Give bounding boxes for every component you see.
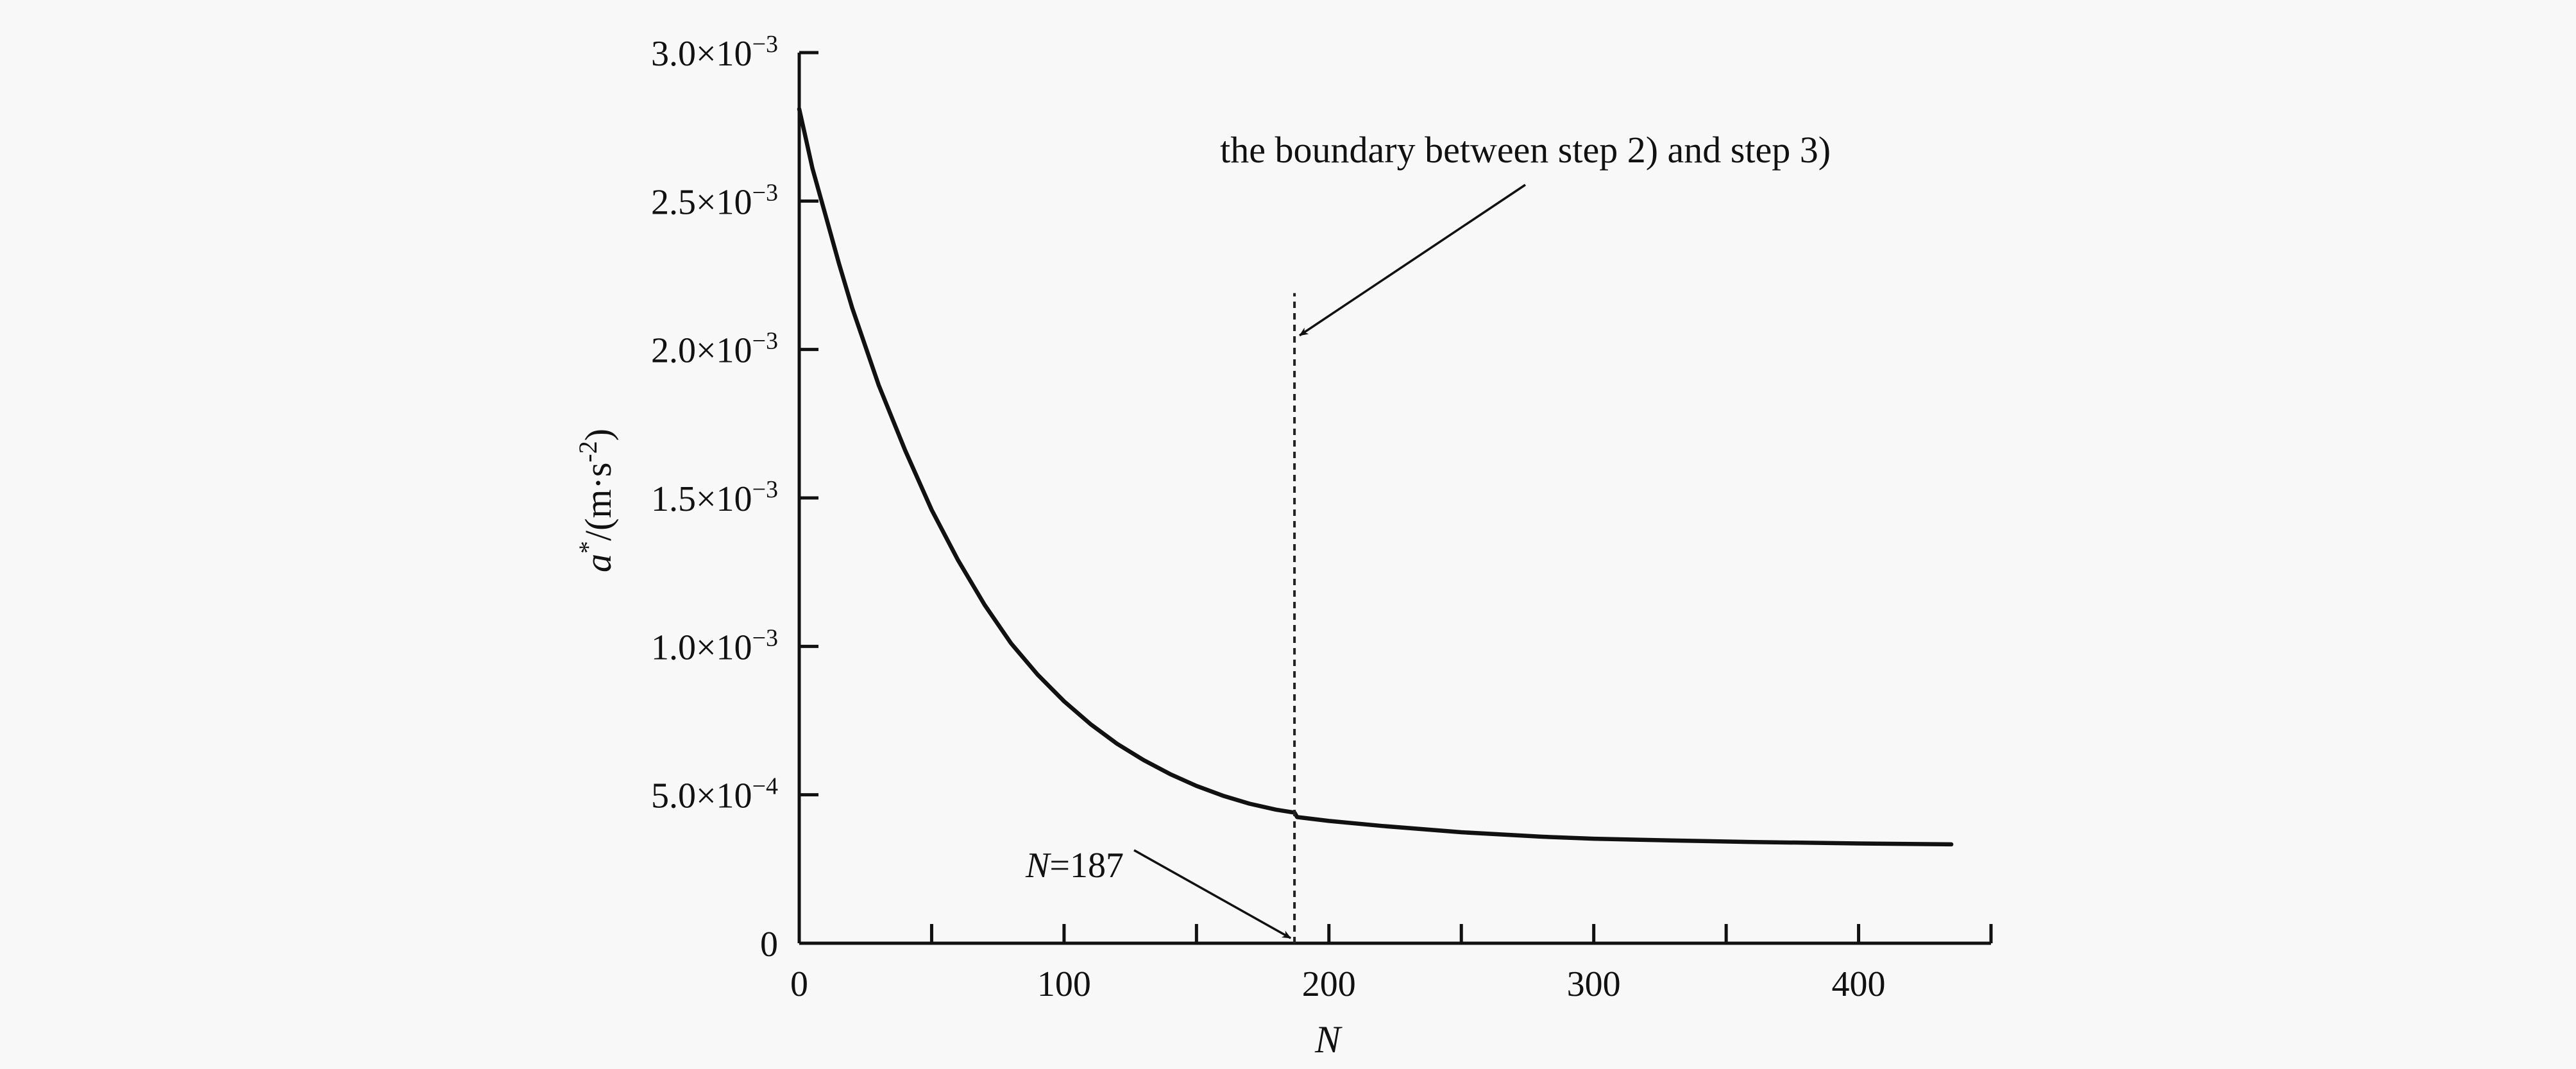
y-tick-label: 3.0×10−3 xyxy=(651,31,778,74)
y-tick-label: 2.5×10−3 xyxy=(651,179,778,222)
x-tick-label: 300 xyxy=(1567,964,1621,1004)
x-tick-label: 0 xyxy=(790,964,808,1004)
y-tick-label: 1.5×10−3 xyxy=(651,476,778,519)
plot-area xyxy=(797,107,1954,943)
boundary-point-arrow xyxy=(1133,849,1291,939)
y-axis-label: a*/(m·s-2) xyxy=(573,429,620,572)
boundary-arrow xyxy=(1299,184,1526,337)
y-tick-label: 5.0×10−4 xyxy=(651,773,778,816)
y-tick-label: 2.0×10−3 xyxy=(651,328,778,371)
y-tick-label: 1.0×10−3 xyxy=(651,624,778,667)
x-tick-label: 200 xyxy=(1302,964,1356,1004)
x-tick-label: 400 xyxy=(1832,964,1886,1004)
labels: 0 100 200 300 400 0 5.0×10−4 1.0×10−3 1.5×10−3 2.… xyxy=(573,31,1886,1061)
series-line xyxy=(797,107,1954,847)
y-tick-label: 0 xyxy=(760,925,778,964)
boundary-point-label: N=187 xyxy=(1025,846,1124,885)
boundary-annotation: the boundary between step 2) and step 3) xyxy=(1220,129,1831,171)
axes xyxy=(797,51,1993,945)
x-tick-label: 100 xyxy=(1037,964,1091,1004)
x-axis-label: N xyxy=(1314,1018,1343,1061)
